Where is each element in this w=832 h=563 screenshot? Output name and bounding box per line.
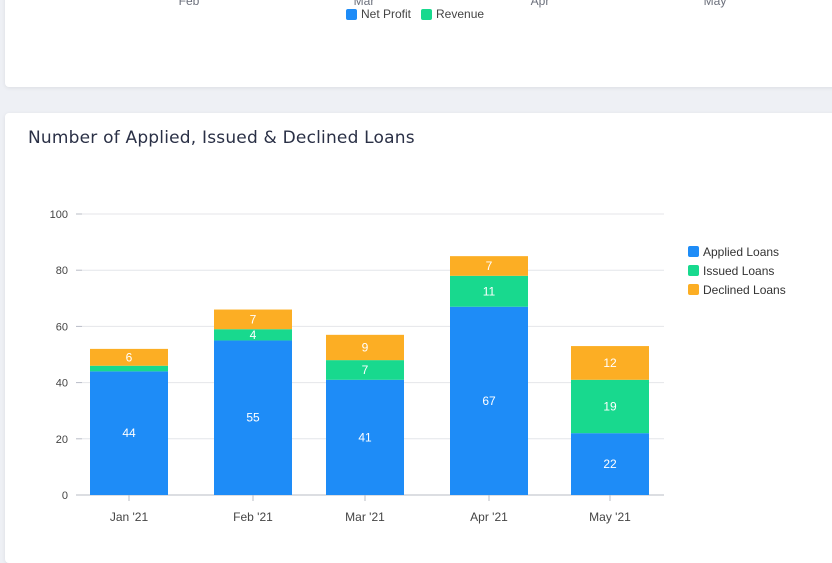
- bar-segment: [214, 329, 292, 341]
- y-tick-label: 0: [62, 490, 68, 502]
- legend-item-declined-loans[interactable]: Declined Loans: [688, 282, 786, 297]
- bar-segment: [214, 309, 292, 330]
- data-label: 7: [250, 312, 257, 326]
- bar-segment: [571, 433, 649, 495]
- bar-segment: [90, 348, 168, 366]
- data-label: 7: [362, 363, 369, 377]
- legend-label: Applied Loans: [703, 244, 780, 259]
- data-label: 41: [358, 430, 372, 444]
- x-tick-label: Feb '21: [233, 510, 273, 524]
- x-tick-label: Mar '21: [345, 510, 385, 524]
- chart-legend: Applied Loans Issued Loans Declined Loan…: [688, 244, 786, 297]
- bar-segment: [326, 360, 404, 380]
- data-label: 55: [246, 411, 260, 425]
- legend-swatch: [688, 246, 699, 257]
- top-x-label: Apr: [530, 0, 550, 8]
- bar-segment: [450, 306, 528, 495]
- data-label: 6: [126, 350, 133, 364]
- data-label: 22: [603, 457, 617, 471]
- top-x-label: Feb: [178, 0, 200, 8]
- data-label: 4: [250, 328, 257, 342]
- y-tick-label: 40: [56, 378, 68, 390]
- bar-segment: [214, 340, 292, 495]
- bar-segment: [450, 275, 528, 307]
- data-label: 44: [122, 426, 136, 440]
- data-label: 19: [603, 399, 617, 413]
- legend-label: Net Profit: [361, 7, 412, 21]
- y-tick-label: 100: [50, 209, 68, 221]
- legend-swatch: [346, 8, 357, 20]
- data-label: 7: [486, 259, 493, 273]
- top-chart-legend: Net Profit Revenue: [346, 7, 484, 21]
- x-tick-label: Apr '21: [470, 510, 508, 524]
- bar-segment: [571, 379, 649, 434]
- legend-label: Revenue: [436, 7, 485, 21]
- data-label: 12: [603, 356, 617, 370]
- x-tick-label: May '21: [589, 510, 631, 524]
- bar-segment: [326, 379, 404, 495]
- x-tick-label: Jan '21: [110, 510, 149, 524]
- data-label: 67: [482, 394, 496, 408]
- bar-segment: [571, 346, 649, 380]
- legend-swatch: [688, 284, 699, 295]
- bar-segment: [90, 365, 168, 372]
- bar-segment: [90, 371, 168, 495]
- legend-item-revenue[interactable]: Revenue: [421, 7, 484, 21]
- top-chart-card: [5, 0, 832, 87]
- legend-swatch: [688, 265, 699, 276]
- chart-title: Number of Applied, Issued & Declined Loa…: [28, 128, 415, 148]
- bar-segment: [450, 256, 528, 276]
- y-tick-label: 60: [56, 321, 68, 333]
- top-x-label: May: [703, 0, 727, 8]
- top-x-label: Mar: [353, 0, 375, 8]
- legend-item-issued-loans[interactable]: Issued Loans: [688, 263, 786, 278]
- legend-item-applied-loans[interactable]: Applied Loans: [688, 244, 786, 259]
- y-tick-label: 80: [56, 265, 68, 277]
- data-label: 11: [483, 284, 496, 298]
- legend-swatch: [421, 8, 433, 20]
- legend-label: Issued Loans: [703, 263, 775, 278]
- bar-segment: [326, 334, 404, 361]
- legend-label: Declined Loans: [703, 282, 786, 297]
- y-tick-label: 20: [56, 434, 68, 446]
- loans-bar-chart: 0 20 40 60 80 100 44 6 Jan '21 55 4 7 Feb '21 41 7 9 Mar…: [50, 209, 664, 524]
- data-label: 9: [362, 340, 369, 354]
- legend-item-net-profit[interactable]: Net Profit: [346, 7, 411, 21]
